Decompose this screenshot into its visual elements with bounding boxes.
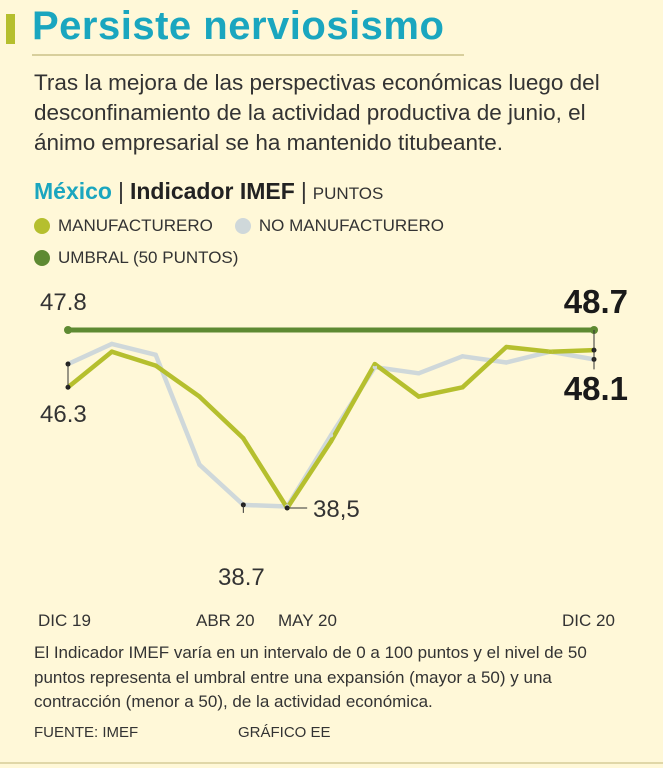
legend-manufacturing-swatch <box>34 218 50 234</box>
point-manufacturing-feb-20 <box>153 363 158 368</box>
point-manufacturing-ene-20 <box>109 349 115 354</box>
point-non-manufacturing-jul-20 <box>372 364 378 370</box>
legend-row-2: UMBRAL (50 PUNTOS) <box>34 248 260 268</box>
annotation-man-end: 48.7 <box>564 283 628 320</box>
legend-threshold-swatch <box>34 250 50 266</box>
point-manufacturing-nov-20 <box>547 349 553 354</box>
methodology-note: El Indicador IMEF varía en un intervalo … <box>34 643 587 711</box>
subtitle-unit: PUNTOS <box>312 184 384 203</box>
page-title: Persiste nerviosismo <box>32 4 445 48</box>
annotation-man-start: 46.3 <box>40 401 87 428</box>
imef-line-chart: 47.8 46.3 38.7 38,5 48.7 48.1 DIC 19 ABR… <box>38 283 628 630</box>
point-non-manufacturing-jun-20 <box>328 433 334 438</box>
series-line-non-manufacturing <box>65 341 597 509</box>
legend-non-manufacturing-swatch <box>234 218 251 234</box>
x-tick-dec20: DIC 20 <box>562 611 615 630</box>
legend-non-manufacturing-label: NO MANUFACTURERO <box>258 216 445 235</box>
title-accent-bar <box>6 14 15 44</box>
source-credit: FUENTE: IMEF <box>34 724 139 741</box>
intro-text: Tras la mejora de las perspectivas econó… <box>34 70 600 155</box>
point-non-manufacturing-oct-20 <box>504 360 509 365</box>
point-manufacturing-mar-20 <box>197 394 202 399</box>
legend-manufacturing-label: MANUFACTURERO <box>58 216 213 235</box>
x-tick-may20: MAY 20 <box>278 611 337 630</box>
data-points <box>65 341 597 511</box>
legend-threshold: UMBRAL (50 PUNTOS) <box>34 248 238 268</box>
annotation-nonman-end: 48.1 <box>564 370 628 407</box>
chart-subtitle: México | Indicador IMEF | PUNTOS <box>34 178 383 205</box>
subtitle-country: México <box>34 178 112 204</box>
point-manufacturing-sep-20 <box>460 385 465 390</box>
threshold-start-marker <box>64 326 72 334</box>
point-non-manufacturing-mar-20 <box>197 462 202 467</box>
subtitle-separator: | <box>117 178 124 204</box>
title-divider <box>32 54 464 56</box>
x-tick-apr20: ABR 20 <box>196 611 255 630</box>
point-manufacturing-ago-20 <box>416 394 421 399</box>
legend-threshold-label: UMBRAL (50 PUNTOS) <box>58 248 239 267</box>
subtitle-indicator: Indicador IMEF <box>129 178 295 204</box>
annotation-nonman-min: 38.7 <box>218 564 265 591</box>
point-manufacturing-jun-20 <box>328 439 334 444</box>
point-manufacturing-oct-20 <box>504 344 509 350</box>
point-manufacturing-jul-20 <box>372 361 378 367</box>
annotation-man-min: 38,5 <box>313 496 360 523</box>
legend-non-manufacturing: NO MANUFACTURERO <box>234 216 445 236</box>
bottom-divider <box>0 762 663 764</box>
subtitle-separator-2: | <box>300 178 307 204</box>
x-tick-dec19: DIC 19 <box>38 611 91 630</box>
annotation-nonman-start: 47.8 <box>40 289 87 316</box>
point-manufacturing-abr-20 <box>241 436 246 441</box>
point-non-manufacturing-feb-20 <box>153 352 158 357</box>
series-line-manufacturing <box>65 344 597 511</box>
graphic-credit: GRÁFICO EE <box>238 724 331 741</box>
point-non-manufacturing-ene-20 <box>109 341 115 347</box>
legend-manufacturing: MANUFACTURERO <box>34 216 213 236</box>
point-non-manufacturing-ago-20 <box>416 371 421 376</box>
legend-row-1: MANUFACTURERO NO MANUFACTURERO <box>34 216 466 236</box>
point-non-manufacturing-sep-20 <box>460 354 465 359</box>
